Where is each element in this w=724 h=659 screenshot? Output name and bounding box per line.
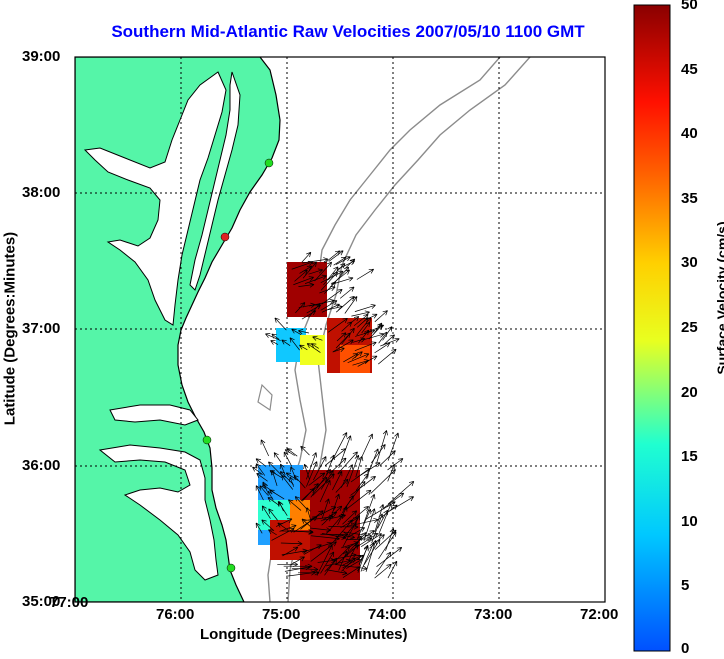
plot-frame bbox=[74, 56, 606, 603]
hf-radar-station bbox=[202, 435, 212, 445]
colorbar bbox=[633, 4, 671, 652]
colorbar-tick: 25 bbox=[681, 319, 698, 336]
x-tick: 76:00 bbox=[156, 606, 195, 623]
colorbar-tick: 40 bbox=[681, 125, 698, 143]
colorbar-tick: 15 bbox=[681, 448, 698, 466]
x-tick: 74:00 bbox=[368, 606, 407, 623]
x-tick: 73:00 bbox=[474, 606, 513, 623]
y-tick: 35:00 bbox=[22, 593, 61, 610]
delmarva-inlet bbox=[189, 71, 241, 291]
x-axis-label: Longitude (Degrees:Minutes) bbox=[200, 626, 408, 643]
y-tick: 36:00 bbox=[22, 457, 61, 474]
colorbar-tick: 20 bbox=[681, 383, 698, 401]
colorbar-tick: 50 bbox=[681, 0, 698, 13]
hf-radar-station bbox=[226, 563, 236, 573]
bathymetry-contour bbox=[257, 383, 273, 412]
colorbar-tick: 30 bbox=[681, 254, 698, 272]
colorbar-tick: 45 bbox=[681, 60, 698, 78]
y-axis-label: Latitude (Degrees:Minutes) bbox=[1, 231, 19, 426]
x-tick: 75:00 bbox=[262, 606, 301, 623]
hf-radar-station bbox=[264, 158, 274, 168]
chesapeake-bay bbox=[83, 71, 227, 326]
y-tick: 37:00 bbox=[22, 320, 61, 337]
hf-radar-station bbox=[220, 232, 230, 242]
y-tick: 39:00 bbox=[22, 48, 61, 65]
x-tick: 77:00 bbox=[50, 594, 89, 611]
figure-title: Southern Mid-Atlantic Raw Velocities 200… bbox=[111, 22, 585, 41]
velocity-vectors bbox=[252, 250, 415, 579]
albemarle-sound bbox=[109, 404, 199, 426]
colorbar-label: Surface Velocity (cm/s) bbox=[714, 221, 724, 375]
colorbar-tick: 35 bbox=[681, 189, 698, 207]
y-tick: 38:00 bbox=[22, 184, 61, 201]
colorbar-tick: 10 bbox=[681, 512, 698, 530]
colorbar-tick: 0 bbox=[681, 640, 690, 657]
x-tick: 72:00 bbox=[580, 606, 619, 623]
colorbar-tick: 5 bbox=[681, 577, 690, 595]
